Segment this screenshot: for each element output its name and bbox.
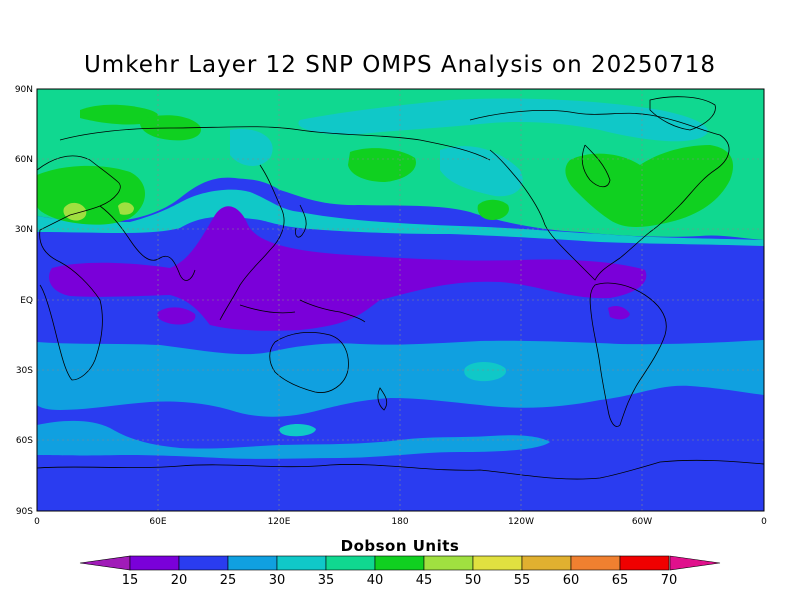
field-band-40-45-north-america bbox=[565, 145, 734, 227]
graticule bbox=[37, 89, 764, 511]
colorbar-tick-label: 55 bbox=[514, 573, 531, 588]
colorbar-cell bbox=[129, 555, 180, 571]
greenland-coastline bbox=[649, 96, 716, 131]
colorbar-tick-label: 15 bbox=[122, 573, 139, 588]
lat-tick-90n: 90N bbox=[15, 85, 33, 95]
colorbar-tick-label: 30 bbox=[269, 573, 286, 588]
field-band-40-45-arctic-west bbox=[80, 104, 159, 125]
colorbar-cell bbox=[521, 555, 572, 571]
north-america-coastline bbox=[469, 110, 730, 281]
coastlines bbox=[37, 96, 764, 480]
map-frame bbox=[36, 88, 765, 512]
south-america-coastline bbox=[589, 282, 667, 427]
lat-tick-30n: 30N bbox=[15, 225, 33, 235]
colorbar-cell bbox=[325, 555, 376, 571]
field-band-25-30-south bbox=[37, 340, 764, 417]
field-band-40-45-pacific-blob bbox=[477, 199, 509, 220]
lat-tick-labels: 90N 60N 30N EQ 30S 60S 90S bbox=[15, 85, 33, 517]
lat-tick-eq: EQ bbox=[20, 296, 33, 306]
field-band-45-50-mediterranean bbox=[63, 202, 87, 221]
colorbar-title: Dobson Units bbox=[340, 537, 460, 555]
lon-tick-180: 180 bbox=[391, 517, 408, 527]
colorbar-tick-label: 20 bbox=[171, 573, 188, 588]
arabia-coastline bbox=[99, 205, 196, 281]
indonesia-coastline bbox=[239, 299, 366, 323]
map-title: Umkehr Layer 12 SNP OMPS Analysis on 202… bbox=[83, 52, 717, 78]
colorbar-cell bbox=[178, 555, 229, 571]
colorbar-tick-label: 65 bbox=[612, 573, 629, 588]
field-band-30-35-north bbox=[37, 189, 764, 246]
field-band-15-20-amazon bbox=[608, 306, 630, 320]
colorbar-tick-label: 25 bbox=[220, 573, 237, 588]
colorbar-tick-label: 40 bbox=[367, 573, 384, 588]
asia-north-coastline bbox=[59, 126, 491, 161]
colorbar-tick-label: 60 bbox=[563, 573, 580, 588]
field-band-30-35-south-pacific bbox=[464, 362, 506, 382]
lat-tick-60s: 60S bbox=[16, 436, 33, 446]
field-band-15-20-tropics bbox=[49, 206, 647, 331]
japan-coastline bbox=[295, 204, 307, 238]
colorbar-cell bbox=[619, 555, 670, 571]
colorbar-tick-label: 50 bbox=[465, 573, 482, 588]
australia-coastline bbox=[269, 331, 349, 393]
field-band-30-35-siberia bbox=[230, 129, 273, 166]
colorbar-cell bbox=[374, 555, 425, 571]
colorbar-cell bbox=[472, 555, 523, 571]
colorbar-above-arrow bbox=[669, 555, 721, 571]
colorbar-cell bbox=[227, 555, 278, 571]
field-band-30-35-pacific bbox=[440, 146, 523, 197]
ozone-field bbox=[37, 89, 764, 511]
lat-tick-60n: 60N bbox=[15, 155, 33, 165]
field-band-30-35-arctic bbox=[298, 98, 708, 142]
field-band-40-45-europe bbox=[37, 165, 145, 225]
lon-tick-120w: 120W bbox=[508, 517, 534, 527]
lat-tick-30s: 30S bbox=[16, 366, 33, 376]
east-asia-coastline bbox=[219, 164, 285, 321]
new-zealand-coastline bbox=[377, 387, 388, 411]
field-band-25-30-antarctic-coast bbox=[37, 420, 550, 459]
lon-tick-0: 0 bbox=[34, 517, 40, 527]
colorbar-tick-label: 45 bbox=[416, 573, 433, 588]
colorbar-below-arrow bbox=[79, 555, 131, 571]
lon-tick-60e: 60E bbox=[149, 517, 166, 527]
hudson-bay-coastline bbox=[581, 144, 611, 188]
field-band-40-45-east-asia bbox=[348, 148, 416, 182]
colorbar-tick-label: 70 bbox=[661, 573, 678, 588]
lon-tick-60w: 60W bbox=[632, 517, 652, 527]
field-band-30-35-southern-ocean bbox=[279, 423, 316, 437]
lon-tick-0-east: 0 bbox=[761, 517, 767, 527]
colorbar-tick-label: 35 bbox=[318, 573, 335, 588]
antarctica-coastline bbox=[37, 459, 764, 480]
colorbar-cell bbox=[570, 555, 621, 571]
lon-tick-labels: 0 60E 120E 180 120W 60W 0 bbox=[34, 517, 767, 527]
colorbar: 15 20 25 30 35 40 45 50 55 60 65 70 bbox=[79, 555, 721, 588]
field-band-45-50-caspian bbox=[118, 202, 134, 215]
colorbar-cell bbox=[276, 555, 327, 571]
lon-tick-120e: 120E bbox=[268, 517, 291, 527]
colorbar-cell bbox=[423, 555, 474, 571]
field-band-15-20-indian-ocean bbox=[157, 307, 196, 325]
africa-coastline bbox=[37, 155, 121, 381]
lat-tick-90s: 90S bbox=[16, 507, 33, 517]
